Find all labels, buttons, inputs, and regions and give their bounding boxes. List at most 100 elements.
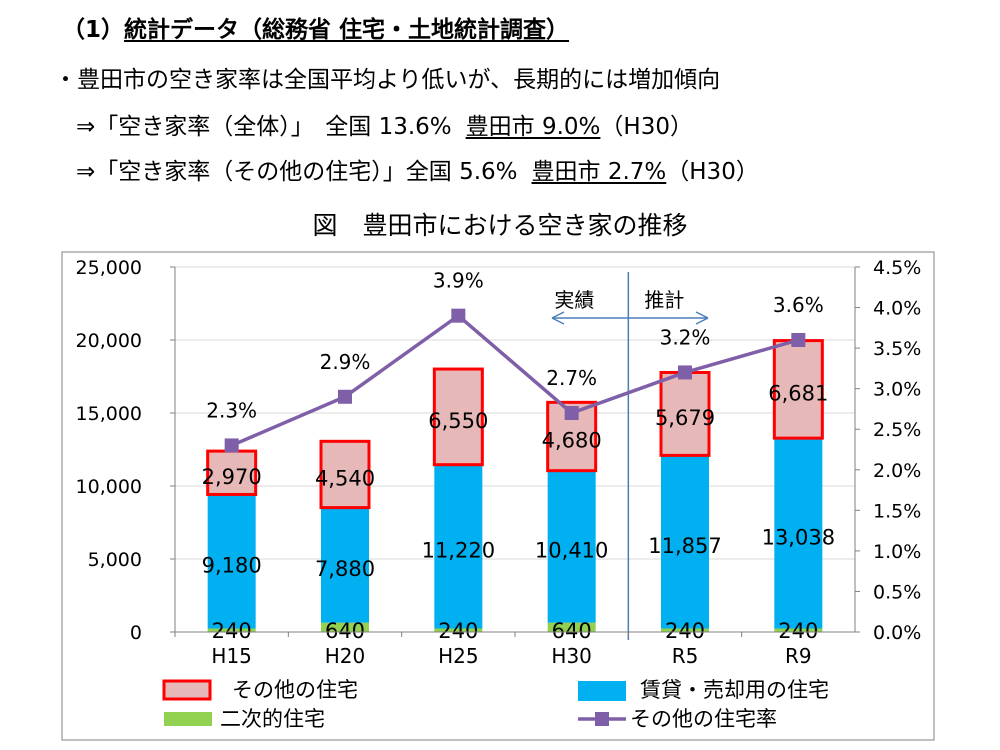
legend-label-other: その他の住宅 <box>232 678 358 702</box>
bar-value-label: 7,880 <box>315 557 375 581</box>
toyota-other-rate: 豊田市 2.7% <box>531 159 667 185</box>
right-tick-label: 0.0% <box>873 622 921 644</box>
chart-title: 図 豊田市における空き家の推移 <box>312 211 688 240</box>
heading-number: （1） <box>62 17 125 43</box>
bar-value-label: 11,220 <box>422 539 495 563</box>
chart-frame <box>61 251 935 741</box>
left-tick-label: 0 <box>130 622 142 644</box>
bar-賃貸・売却用の住宅 <box>207 494 256 629</box>
bar-value-label: 240 <box>212 619 252 643</box>
left-tick-label: 15,000 <box>76 403 142 425</box>
vacancy-rate-other-line: ⇒「空き家率（その他の住宅）」全国 5.6% 豊田市 2.7%（H30） <box>76 152 759 186</box>
rate-label: 3.2% <box>660 325 711 349</box>
bar-二次的住宅 <box>547 622 596 632</box>
bar-value-label: 240 <box>778 619 818 643</box>
bar-value-label: 240 <box>665 619 705 643</box>
rate-label: 2.9% <box>320 350 371 374</box>
bar-その他の住宅 <box>772 339 824 440</box>
left-tick-label: 5,000 <box>88 549 142 571</box>
bar-二次的住宅 <box>774 628 823 632</box>
x-tick-label: H25 <box>438 644 479 668</box>
x-tick-label: H30 <box>551 644 592 668</box>
bar-二次的住宅 <box>661 628 709 632</box>
actual-label: 実績 <box>554 288 594 312</box>
arrow-head-right <box>695 311 709 325</box>
arrow-head-left <box>551 311 565 325</box>
gridlines <box>175 266 855 633</box>
bar-その他の住宅 <box>319 439 371 510</box>
right-tick-label: 3.5% <box>873 338 921 360</box>
bar-賃貸・売却用の住宅 <box>547 470 596 623</box>
bar-value-label: 240 <box>438 619 478 643</box>
bar-value-label: 9,180 <box>202 553 262 577</box>
rate-marker <box>338 389 352 404</box>
right-tick-label: 1.5% <box>873 500 921 522</box>
survey-year: （H30） <box>666 159 759 185</box>
legend-label-rental: 賃貸・売却用の住宅 <box>640 678 829 702</box>
bar-value-label: 13,038 <box>762 525 835 549</box>
left-tick-label: 10,000 <box>76 476 142 498</box>
x-tick-label: H15 <box>211 644 252 668</box>
rate-label: 3.9% <box>433 269 484 293</box>
legend-label-second: 二次的住宅 <box>220 707 325 731</box>
bar-二次的住宅 <box>207 628 256 632</box>
forecast-divider: 実績 推計 <box>551 272 709 640</box>
bar-value-label: 5,679 <box>655 406 715 430</box>
right-tick-label: 0.5% <box>873 581 921 603</box>
bar-賃貸・売却用の住宅 <box>434 464 483 629</box>
legend-swatch-rental <box>578 681 626 701</box>
bar-その他の住宅 <box>432 367 484 467</box>
bar-value-label: 6,681 <box>768 381 828 405</box>
bar-賃貸・売却用の住宅 <box>774 438 823 629</box>
vacancy-rate-total-line: ⇒「空き家率（全体）」 全国 13.6% 豊田市 9.0%（H30） <box>76 107 693 141</box>
rate-label: 2.3% <box>206 398 257 422</box>
bar-value-label: 640 <box>325 619 365 643</box>
toyota-total-rate: 豊田市 9.0% <box>465 114 601 140</box>
bar-value-label: 640 <box>552 619 592 643</box>
bar-labels-layer: 240 640 240 640 240 240 9,180 7,880 11,220 10,410… <box>202 381 835 643</box>
rate-line <box>230 313 799 448</box>
x-tick-label: R9 <box>785 644 812 668</box>
summary-line: ・豊田市の空き家率は全国平均より低いが、長期的には増加傾向 <box>54 67 721 93</box>
bar-value-label: 2,970 <box>202 465 262 489</box>
x-tick-label: R5 <box>672 644 699 668</box>
bar-value-label: 4,540 <box>315 466 375 490</box>
right-tick-label: 2.0% <box>873 460 921 482</box>
rate-marker <box>564 406 579 420</box>
heading-text: 統計データ（総務省 住宅・土地統計調査） <box>124 17 570 43</box>
bar-二次的住宅 <box>434 628 483 632</box>
section-heading: （1）統計データ（総務省 住宅・土地統計調査） <box>62 10 569 44</box>
right-tick-label: 1.0% <box>873 541 921 563</box>
right-tick-label: 4.0% <box>873 298 921 320</box>
bars-layer <box>206 339 824 632</box>
legend-swatch-second <box>164 712 212 726</box>
rate-marker <box>791 333 806 347</box>
right-tick-label: 3.0% <box>873 379 921 401</box>
rate-label: 2.7% <box>546 366 597 390</box>
estimate-label: 推計 <box>644 288 684 312</box>
bar-value-label: 11,857 <box>648 534 721 558</box>
bar-賃貸・売却用の住宅 <box>661 455 709 629</box>
national-other-rate: ⇒「空き家率（その他の住宅）」全国 5.6% <box>76 159 518 185</box>
legend-swatch-rate-marker <box>595 712 609 726</box>
legend-label-rate: その他の住宅率 <box>630 707 777 731</box>
bar-二次的住宅 <box>321 622 369 632</box>
left-tick-label: 20,000 <box>76 330 142 352</box>
rate-line-layer: 2.3% 2.9% 3.9% 2.7% 3.2% 3.6% <box>206 269 824 453</box>
legend-swatch-other <box>162 679 212 701</box>
bar-value-label: 10,410 <box>535 539 608 563</box>
survey-year: （H30） <box>600 114 693 140</box>
left-tick-label: 25,000 <box>76 257 142 279</box>
right-tick-label: 2.5% <box>873 419 921 441</box>
right-tick-label: 4.5% <box>873 257 921 279</box>
bar-value-label: 4,680 <box>542 429 602 453</box>
bar-賃貸・売却用の住宅 <box>321 507 369 623</box>
axes-layer: 0 5,000 10,000 15,000 20,000 25,000 0.0% 0.5% 1.… <box>76 257 922 668</box>
national-total-rate: ⇒「空き家率（全体）」 全国 13.6% <box>76 114 452 140</box>
bar-その他の住宅 <box>659 370 711 457</box>
rate-marker <box>451 308 466 323</box>
rate-marker <box>678 365 692 380</box>
rate-marker <box>224 438 239 453</box>
